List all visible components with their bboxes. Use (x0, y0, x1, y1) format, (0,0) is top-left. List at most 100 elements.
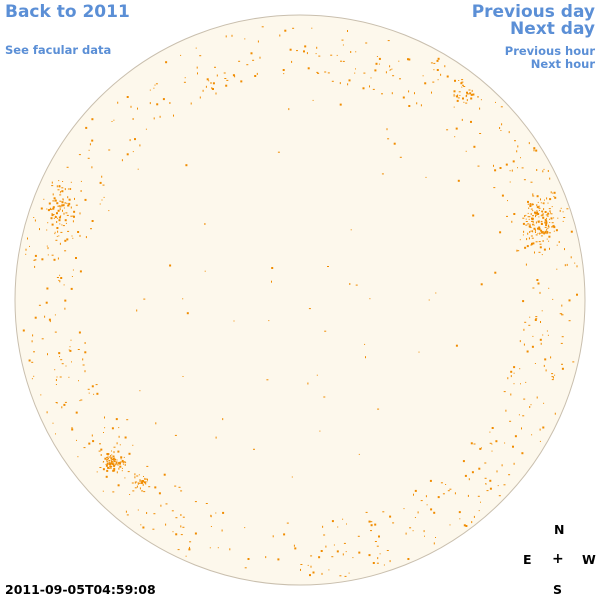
active-region-dot (548, 232, 551, 234)
active-region-dot (185, 555, 187, 557)
active-region-dot (399, 156, 402, 158)
active-region-dot (56, 402, 58, 404)
active-region-dot (440, 482, 443, 484)
active-region-dot (111, 461, 113, 464)
active-region-dot (232, 74, 235, 77)
active-region-dot (73, 210, 76, 213)
active-region-dot (324, 71, 327, 73)
active-region-dot (542, 170, 544, 173)
active-region-dot (412, 530, 414, 532)
active-region-dot (557, 217, 559, 219)
active-region-dot (63, 207, 65, 209)
active-region-dot (206, 78, 209, 81)
active-region-dot (365, 42, 368, 44)
active-region-dot (310, 565, 312, 568)
active-region-dot (510, 370, 513, 373)
active-region-dot (174, 434, 177, 436)
previous-day-link[interactable]: Previous day (471, 2, 595, 22)
active-region-dot (115, 418, 118, 421)
active-region-dot (408, 90, 410, 93)
see-facular-data-link[interactable]: See facular data (5, 43, 112, 57)
active-region-dot (113, 446, 116, 448)
active-region-dot (58, 216, 61, 219)
active-region-dot (365, 356, 366, 359)
active-region-dot (522, 217, 525, 219)
active-region-dot (194, 532, 197, 535)
active-region-dot (77, 349, 80, 350)
active-region-dot (549, 218, 550, 220)
active-region-dot (172, 531, 174, 533)
active-region-dot (109, 464, 111, 465)
active-region-dot (60, 215, 62, 217)
active-region-dot (489, 442, 492, 444)
active-region-dot (548, 287, 550, 289)
active-region-dot (33, 375, 35, 377)
compass-east-label: E (523, 552, 532, 567)
active-region-dot (541, 214, 543, 216)
active-region-dot (522, 222, 525, 225)
active-region-dot (87, 388, 90, 390)
active-region-dot (460, 82, 463, 85)
active-region-dot (33, 351, 35, 353)
active-region-dot (292, 27, 295, 29)
active-region-dot (491, 450, 493, 452)
active-region-dot (511, 169, 513, 172)
active-region-dot (76, 439, 77, 441)
active-region-dot (497, 485, 499, 487)
active-region-dot (429, 479, 432, 482)
active-region-dot (88, 149, 90, 151)
active-region-dot (136, 485, 138, 488)
active-region-dot (408, 105, 411, 107)
active-region-dot (52, 214, 55, 216)
active-region-dot (111, 462, 114, 465)
active-region-dot (196, 66, 198, 69)
active-region-dot (403, 508, 405, 510)
active-region-dot (408, 58, 411, 61)
active-region-dot (73, 215, 75, 218)
active-region-dot (465, 150, 467, 152)
active-region-dot (552, 298, 554, 300)
active-region-dot (458, 91, 461, 93)
active-region-dot (364, 343, 366, 345)
active-region-dot (537, 282, 540, 285)
active-region-dot (222, 418, 224, 421)
active-region-dot (409, 527, 412, 529)
active-region-dot (77, 456, 79, 458)
active-region-dot (134, 138, 136, 141)
active-region-dot (71, 428, 74, 431)
next-day-link[interactable]: Next day (510, 19, 595, 39)
active-region-dot (433, 511, 436, 514)
active-region-dot (223, 72, 226, 74)
active-region-dot (169, 264, 172, 267)
active-region-dot (62, 181, 64, 182)
active-region-dot (52, 193, 54, 196)
active-region-dot (457, 179, 460, 182)
active-region-dot (103, 432, 104, 433)
active-region-dot (149, 102, 151, 105)
active-region-dot (336, 550, 339, 553)
active-region-dot (144, 477, 146, 480)
active-region-dot (531, 217, 533, 220)
active-region-dot (491, 443, 493, 445)
active-region-dot (478, 467, 481, 470)
active-region-dot (381, 173, 384, 175)
active-region-dot (300, 564, 303, 565)
active-region-dot (467, 93, 470, 95)
active-region-dot (64, 401, 67, 403)
active-region-dot (51, 208, 53, 210)
active-region-dot (547, 226, 550, 228)
active-region-dot (134, 487, 137, 489)
active-region-dot (95, 384, 98, 386)
active-region-dot (489, 487, 492, 490)
active-region-dot (286, 522, 289, 524)
active-region-dot (343, 542, 346, 544)
active-region-dot (529, 205, 532, 207)
active-region-dot (129, 494, 131, 495)
active-region-dot (454, 136, 456, 138)
active-region-dot (525, 381, 527, 383)
next-hour-link[interactable]: Next hour (530, 57, 595, 71)
active-region-dot (534, 319, 537, 321)
previous-hour-link[interactable]: Previous hour (504, 44, 595, 58)
active-region-dot (538, 241, 541, 243)
back-to-year-link[interactable]: Back to 2011 (5, 2, 130, 22)
